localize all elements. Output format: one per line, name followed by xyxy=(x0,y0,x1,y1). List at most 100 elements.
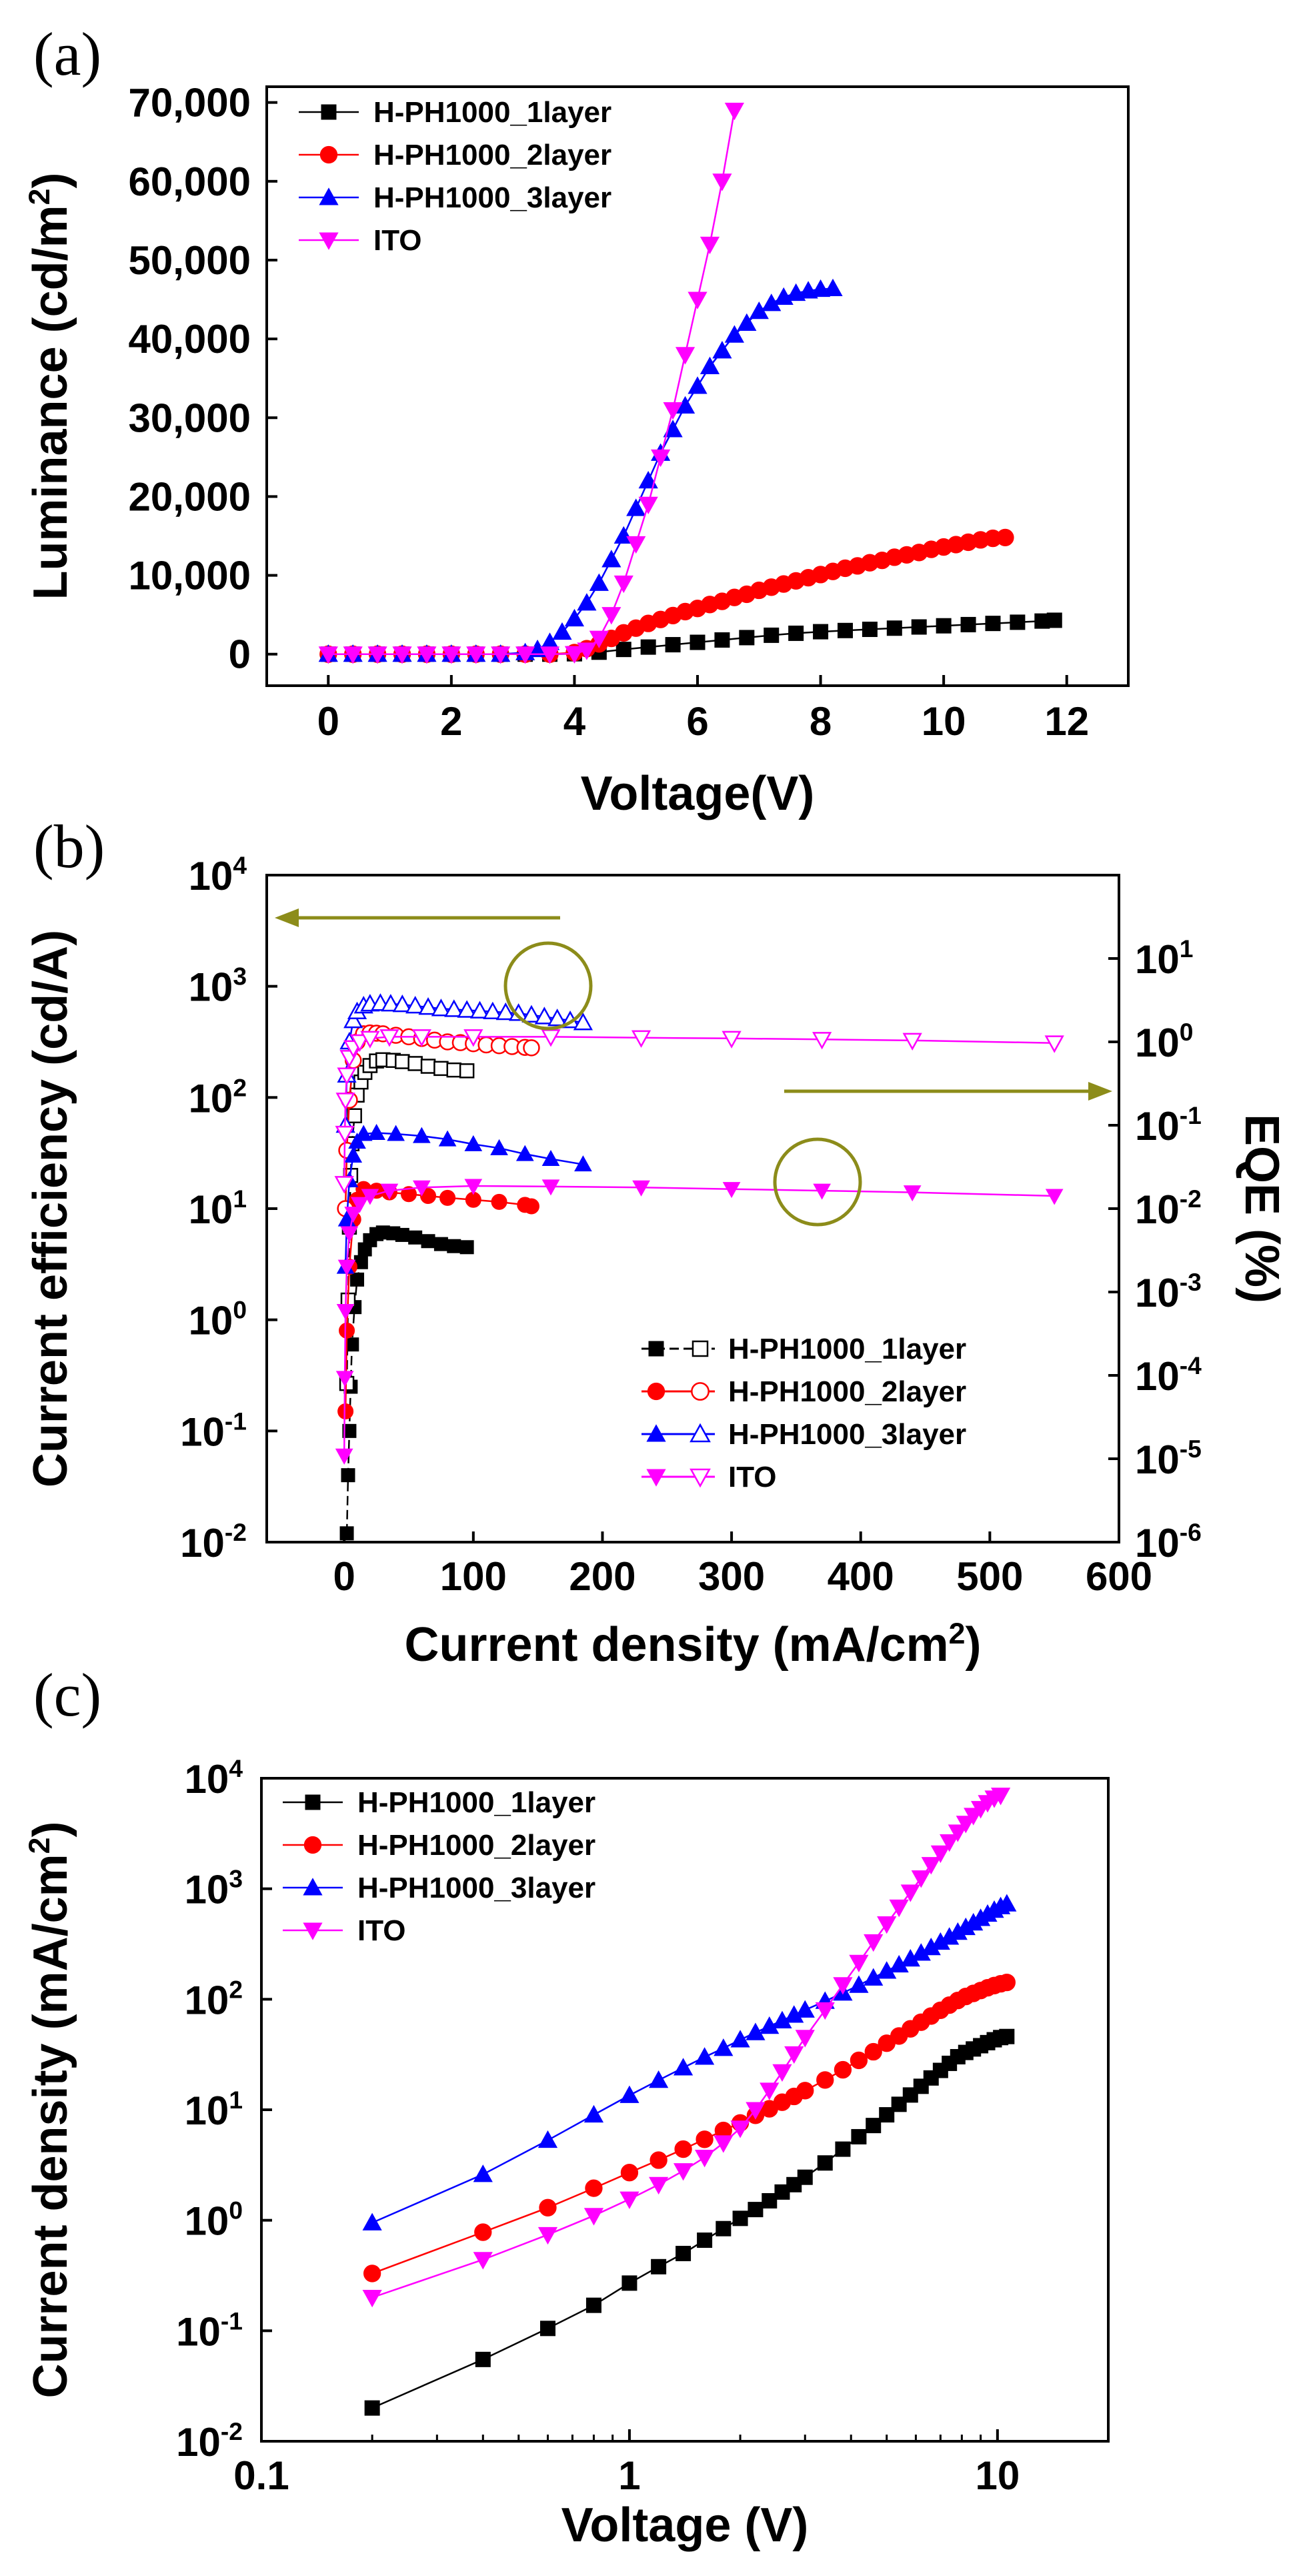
y-tick-label: 10-2 xyxy=(176,2417,243,2465)
ce-point xyxy=(339,1526,354,1541)
x-tick-label: 500 xyxy=(956,1554,1023,1599)
series-H-PH1000_1layer xyxy=(364,2028,1015,2416)
ce-point xyxy=(574,1155,592,1172)
y-tick-label-exp: -1 xyxy=(221,2307,243,2335)
panel-label: (b) xyxy=(33,812,105,880)
right-y-tick-label-base: 10 xyxy=(1135,937,1180,982)
y-tick-label: 50,000 xyxy=(128,238,251,283)
data-point xyxy=(675,347,696,365)
series-H-PH1000_2layer xyxy=(363,1973,1016,2283)
series-line xyxy=(328,287,834,655)
eqe-point xyxy=(379,1029,399,1047)
data-point xyxy=(564,646,585,664)
y-axis-title-end: ) xyxy=(24,1822,77,1838)
data-point xyxy=(392,646,412,664)
data-point xyxy=(772,2064,792,2082)
legend-entry-1: H-PH1000_1layer xyxy=(299,96,611,129)
y-tick-label-exp: 4 xyxy=(229,1754,243,1782)
legend-label: H-PH1000_2layer xyxy=(357,1829,595,1862)
eqe-point xyxy=(381,994,401,1012)
eqe-point xyxy=(392,995,412,1013)
ce-point xyxy=(420,1188,437,1205)
data-point xyxy=(537,2130,558,2148)
data-point xyxy=(564,608,585,627)
data-point xyxy=(764,627,780,643)
data-point xyxy=(473,2252,493,2270)
y-tick-label: 103 xyxy=(185,1865,243,1912)
ce-point xyxy=(335,1371,354,1387)
data-point xyxy=(620,2164,639,2182)
ce-point xyxy=(413,1180,431,1197)
panel-b: (b)0 100 200 300 400 500 60010-210-11001011021… xyxy=(24,812,1288,1672)
ce-point xyxy=(350,1272,365,1287)
legend-entry-2: H-PH1000_2layer xyxy=(299,139,611,171)
left-y-tick-label: 10-1 xyxy=(180,1407,247,1454)
legend: H-PH1000_1layer H-PH1000_2layer H-PH1000_3… xyxy=(641,1333,966,1493)
eqe-point xyxy=(812,1032,832,1050)
eqe-point xyxy=(1044,1035,1064,1053)
legend-label: ITO xyxy=(357,1914,406,1947)
eqe-point xyxy=(457,1000,477,1018)
legend-label: ITO xyxy=(373,224,422,257)
legend-marker xyxy=(303,1922,323,1940)
ce-point xyxy=(439,1189,456,1206)
left-y-axis-title: Current efficiency (cd/A) xyxy=(24,930,77,1487)
eqe-point xyxy=(420,1059,436,1074)
legend: H-PH1000_1layer H-PH1000_2layer H-PH1000_3… xyxy=(283,1786,595,1947)
right-y-tick-label-exp: 1 xyxy=(1180,934,1194,962)
data-point xyxy=(849,1954,869,1973)
y-tick-label-base: 10 xyxy=(185,2088,229,2133)
right-y-tick-label: 10-3 xyxy=(1135,1268,1202,1315)
y-tick-label: 10-1 xyxy=(176,2307,243,2354)
ce-point xyxy=(903,1185,922,1202)
ce-point xyxy=(413,1127,431,1143)
ce-point xyxy=(337,1403,354,1419)
right-y-tick-label-exp: -4 xyxy=(1180,1351,1202,1379)
data-point xyxy=(583,2104,604,2123)
right-y-tick-label: 101 xyxy=(1135,934,1193,982)
x-tick-label: 10 xyxy=(975,2453,1020,2498)
eqe-point xyxy=(418,997,438,1015)
x-axis-title: Voltage(V) xyxy=(581,767,815,820)
data-point xyxy=(835,2141,851,2157)
ce-point xyxy=(354,1125,373,1141)
data-point xyxy=(651,2259,667,2275)
ce-point xyxy=(395,1227,409,1242)
data-point xyxy=(891,2096,907,2112)
legend-marker-open xyxy=(690,1468,711,1488)
eqe-point xyxy=(547,1009,567,1027)
data-point xyxy=(795,2000,815,2018)
right-y-tick-label-base: 10 xyxy=(1135,1104,1180,1149)
data-point xyxy=(911,619,927,635)
data-point xyxy=(864,2042,882,2061)
y-tick-label-exp: 1 xyxy=(229,2086,243,2114)
left-arrowhead xyxy=(275,908,299,927)
data-point xyxy=(417,646,437,664)
data-point xyxy=(985,616,1001,632)
data-point xyxy=(921,1857,941,1875)
ce-point xyxy=(464,1179,483,1195)
y-tick-label-base: 10 xyxy=(176,2309,221,2354)
x-tick-label: 600 xyxy=(1086,1554,1152,1599)
data-point xyxy=(823,278,843,296)
x-tick-label: 0 xyxy=(317,699,339,744)
eqe-circle-annotation xyxy=(503,941,593,1031)
y-tick-label: 102 xyxy=(185,1975,243,2022)
data-point xyxy=(877,1916,897,1934)
data-point xyxy=(615,642,631,658)
data-point xyxy=(583,2208,604,2226)
eqe-point xyxy=(541,1029,561,1047)
eqe-point xyxy=(631,1030,652,1048)
ce-point xyxy=(722,1182,741,1199)
eqe-point xyxy=(349,1034,370,1053)
data-point xyxy=(784,2046,804,2064)
left-y-tick-label: 10-2 xyxy=(180,1518,247,1565)
ce-point xyxy=(438,1130,457,1147)
series-H-PH1000_3layer xyxy=(318,278,843,662)
x-tick-label: 0 xyxy=(333,1554,355,1599)
legend-entry-4: ITO xyxy=(299,224,422,257)
data-point xyxy=(816,2071,834,2089)
ce-point xyxy=(342,1423,357,1438)
ce-point xyxy=(344,1146,363,1163)
